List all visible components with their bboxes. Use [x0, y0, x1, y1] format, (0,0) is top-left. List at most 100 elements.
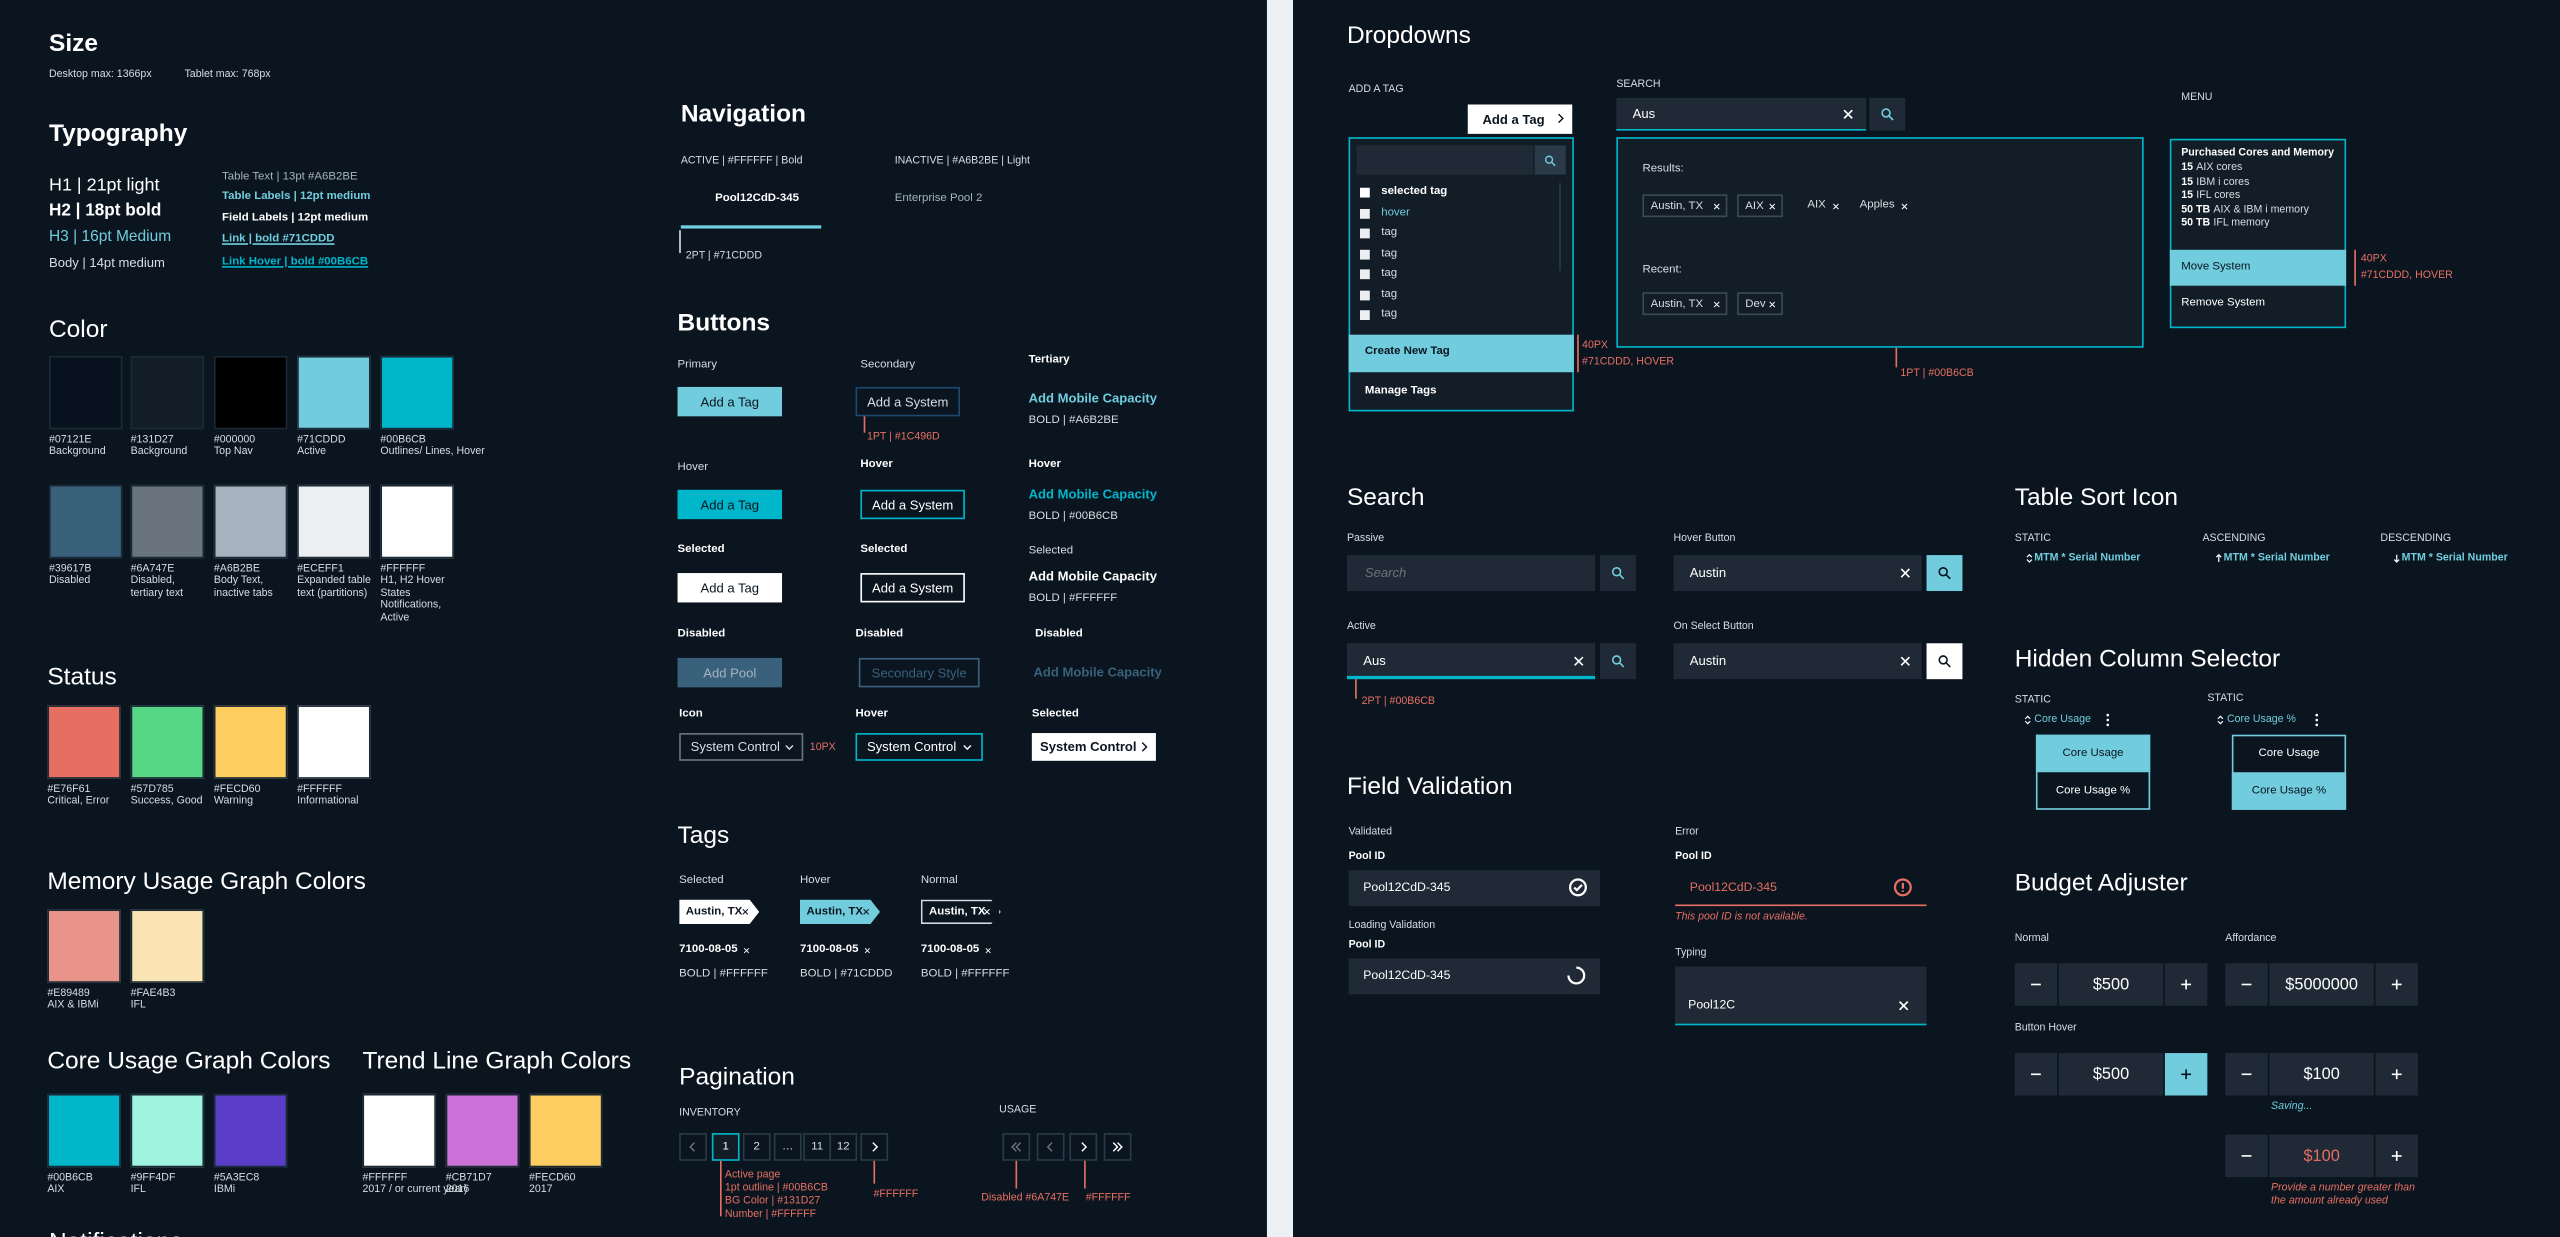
menu-item: selected tag	[1381, 186, 1448, 198]
checkbox[interactable]	[1360, 269, 1370, 280]
tag[interactable]: Austin, TX	[1642, 292, 1728, 316]
page-arrow[interactable]	[1002, 1133, 1031, 1161]
input[interactable]	[1346, 555, 1596, 592]
input[interactable]	[1346, 643, 1596, 680]
button[interactable]: Add a Tag	[677, 489, 783, 520]
page-prev[interactable]	[679, 1133, 707, 1161]
button[interactable]: Add a Tag	[1467, 104, 1573, 134]
tag[interactable]: Austin, TX	[1642, 194, 1728, 218]
page-next[interactable]	[860, 1133, 889, 1161]
nav-tab: Enterprise Pool 2	[894, 192, 983, 205]
search-button[interactable]	[1869, 97, 1906, 131]
menu-option[interactable]: Core Usage	[2035, 734, 2151, 773]
marker-line	[720, 1160, 722, 1217]
swatch-label: H1, H2 Hover States Notifications, Activ…	[380, 574, 445, 623]
label: Table Text | 13pt #A6B2BE	[222, 171, 358, 183]
checkbox[interactable]	[1360, 310, 1370, 320]
input-value: Pool12CdD-345	[1363, 879, 1451, 895]
input[interactable]	[1673, 643, 1922, 680]
search-button[interactable]	[1534, 145, 1566, 175]
search-button[interactable]	[1926, 555, 1963, 592]
menu-item: Create New Tag	[1364, 346, 1450, 358]
icon-x	[1900, 568, 1910, 578]
menu-hover-row[interactable]	[1348, 334, 1574, 373]
button[interactable]: Add a System	[855, 386, 960, 417]
icon-minus	[2031, 983, 2041, 986]
search-button[interactable]	[1926, 643, 1963, 680]
marker-line	[1015, 1160, 1018, 1189]
menu-number: 50 TB	[2181, 217, 2211, 230]
swatch	[297, 705, 371, 779]
label: Normal	[920, 875, 958, 887]
swatch	[362, 1093, 436, 1168]
icon-alert	[1893, 878, 1912, 897]
dropdown-button[interactable]: System Control	[679, 733, 804, 761]
icon-plus	[2181, 1069, 2192, 1080]
tag[interactable]: AIX	[1737, 194, 1783, 218]
sort-column: MTM * Serial Number	[2034, 552, 2141, 564]
menu-option[interactable]: Core Usage %	[2231, 772, 2347, 810]
tag[interactable]: Dev	[1737, 292, 1783, 316]
search-button[interactable]	[1599, 643, 1636, 680]
menu-option[interactable]: Core Usage	[2258, 747, 2320, 760]
menu-option[interactable]: Core Usage %	[2055, 785, 2131, 797]
budget-value[interactable]: $100	[2269, 1053, 2374, 1096]
label: BOLD | #00B6CB	[1028, 510, 1118, 523]
button[interactable]: Add a Tag	[677, 386, 783, 417]
label: Hover	[799, 875, 831, 887]
input[interactable]	[1675, 966, 1927, 1026]
button[interactable]: Add a Tag	[677, 573, 783, 603]
budget-value[interactable]: $100	[2269, 1134, 2374, 1178]
budget-value[interactable]: $500	[2058, 1053, 2164, 1096]
input[interactable]	[1348, 958, 1600, 995]
icon-up	[2215, 553, 2222, 563]
button[interactable]: Add a System	[860, 489, 965, 520]
button[interactable]: Add a System	[860, 573, 965, 603]
checkbox[interactable]	[1360, 249, 1370, 260]
dropdown-button[interactable]: System Control	[1031, 733, 1156, 761]
marker-line	[1355, 679, 1357, 699]
icon-x	[1769, 202, 1776, 209]
button-label: Icon	[679, 708, 703, 720]
input[interactable]	[1616, 97, 1867, 131]
page-button[interactable]: …	[773, 1133, 802, 1161]
page-button[interactable]: 2	[742, 1133, 771, 1161]
swatch	[47, 1093, 121, 1168]
swatch-label: IBMi	[213, 1183, 236, 1196]
budget-value[interactable]: $500	[2058, 963, 2164, 1006]
label: On Select Button	[1673, 620, 1754, 633]
section-title: Table Sort Icon	[2014, 483, 2179, 512]
page-arrow[interactable]	[1036, 1133, 1065, 1161]
input[interactable]	[1348, 870, 1600, 907]
budget-value[interactable]: $5000000	[2269, 963, 2374, 1006]
button-label: Selected	[860, 543, 908, 556]
page-arrow[interactable]	[1103, 1133, 1132, 1161]
menu-hover-row[interactable]	[2169, 249, 2347, 286]
icon-x	[1833, 202, 1839, 209]
menu-item: Manage Tags	[1364, 385, 1437, 397]
search-button[interactable]	[1599, 555, 1636, 592]
checkbox[interactable]	[1360, 228, 1370, 239]
checkbox[interactable]	[1360, 187, 1370, 198]
swatch-label: Disabled, tertiary text	[130, 574, 184, 599]
input[interactable]	[1673, 555, 1922, 592]
checkbox[interactable]	[1360, 208, 1370, 219]
page-button[interactable]: 12	[829, 1133, 858, 1161]
swatch	[130, 705, 205, 779]
page-button[interactable]: 1	[711, 1133, 740, 1161]
page-button[interactable]: 11	[803, 1133, 832, 1161]
tag[interactable]: Austin, TX	[920, 899, 1001, 925]
button[interactable]: Add Pool	[677, 657, 783, 688]
swatch-hex: #FFFFFF	[297, 783, 342, 796]
dropdown-button[interactable]: System Control	[855, 733, 983, 761]
button[interactable]: Secondary Style	[858, 657, 980, 688]
icon-sort	[2024, 715, 2031, 725]
marker-line	[863, 416, 866, 433]
input[interactable]	[1356, 145, 1534, 175]
icon-x	[1769, 300, 1776, 307]
icon-x	[742, 908, 749, 915]
icon-chevD	[963, 745, 972, 751]
page-arrow[interactable]	[1069, 1133, 1098, 1161]
checkbox[interactable]	[1360, 290, 1370, 301]
input[interactable]	[1675, 870, 1927, 907]
